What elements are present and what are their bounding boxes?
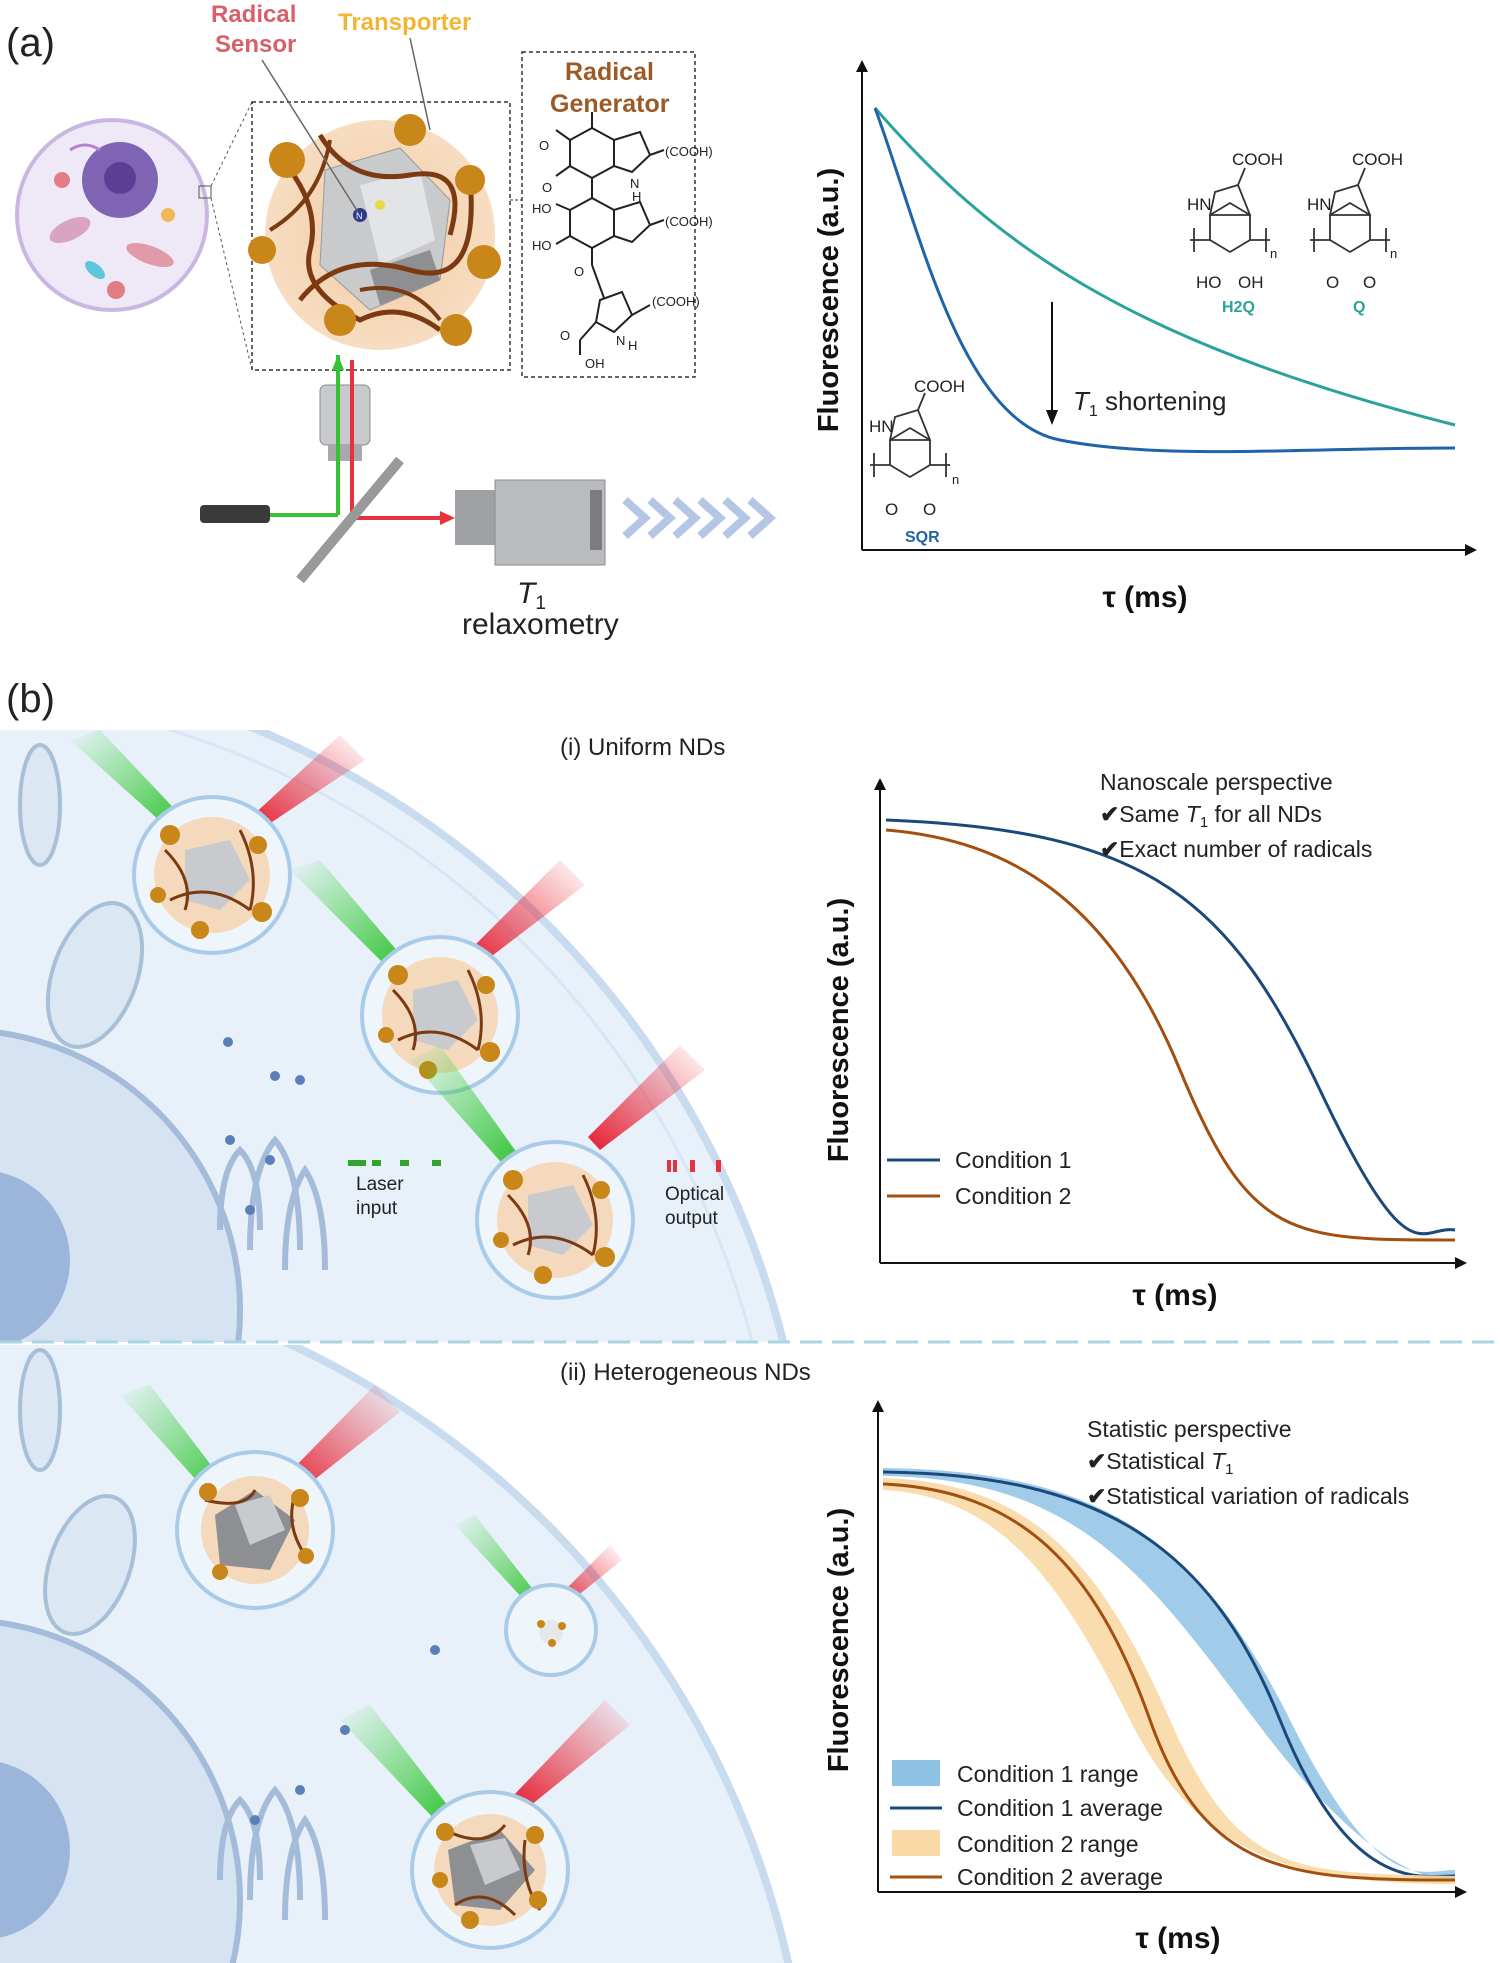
radical-sensor-label-1: Radical [211, 1, 296, 28]
h2q-structure: COOH HN HO OH n H2Q [1187, 150, 1283, 316]
optical-output-label-2: output [665, 1208, 719, 1229]
panel-a-label: (a) [6, 21, 55, 65]
nanodiamonds-uniform: Laser input Optical output [70, 730, 724, 1300]
optics-setup [200, 355, 776, 584]
sqr-curve [873, 107, 1456, 454]
chart-a-ylabel: Fluorescence (a.u.) [813, 168, 845, 432]
check-same-t1: ✔Same T1 for all NDs [1100, 801, 1322, 831]
condition-2-average [882, 1482, 1456, 1882]
h2q-ho: HO [1196, 273, 1222, 292]
h2q-hn: HN [1187, 195, 1212, 214]
radical-sensor-label-2: Sensor [215, 31, 296, 58]
mol-o-1: O [539, 138, 549, 153]
sqr-label: SQR [905, 529, 940, 546]
chart-b-i: Fluorescence (a.u.) τ (ms) Nanoscale per… [823, 769, 1467, 1312]
t1-shortening-annotation: T1 shortening [1073, 386, 1226, 420]
cell-background-ii [0, 1345, 820, 1963]
nd-vesicle [410, 1045, 705, 1300]
nanodiamond-illustration: N [248, 101, 511, 371]
nd-vesicle [455, 1515, 622, 1677]
mol-h-1: H [632, 189, 641, 204]
optical-output-pulses [667, 1160, 721, 1172]
h2q-cooh: COOH [1232, 150, 1283, 169]
q-hn: HN [1307, 195, 1332, 214]
chart-b-ii-xlabel: τ (ms) [1135, 1922, 1220, 1955]
condition-2-range [883, 1478, 1455, 1884]
legend-condition-2: Condition 2 [955, 1183, 1071, 1209]
sqr-hn: HN [869, 417, 894, 436]
chart-a: T1 shortening Fluorescence (a.u.) τ (ms)… [813, 60, 1477, 614]
laser-input-label-1: Laser [356, 1174, 404, 1195]
mol-cooh-1: (COOH) [665, 144, 713, 159]
subpanel-i-title: (i) Uniform NDs [560, 734, 725, 761]
chart-b-i-xlabel: τ (ms) [1132, 1279, 1217, 1312]
t1-label: T1 [517, 577, 546, 614]
condition-2-curve [885, 828, 1456, 1242]
legend-condition-1-average: Condition 1 average [957, 1795, 1163, 1821]
nanoscale-perspective: Nanoscale perspective [1100, 769, 1333, 795]
radical-generator-label-2: Generator [550, 90, 670, 118]
optical-output-label-1: Optical [665, 1184, 724, 1205]
condition-1-curve [885, 818, 1456, 1236]
radical-generator-label-1: Radical [565, 58, 654, 86]
h2q-label: H2Q [1222, 299, 1255, 316]
condition-1-average [882, 1470, 1456, 1879]
check-statistical-variation: ✔Statistical variation of radicals [1087, 1483, 1409, 1509]
mol-o-2: O [542, 180, 552, 195]
legend-condition-2-range: Condition 2 range [957, 1831, 1139, 1857]
q-n: n [1390, 246, 1397, 261]
q-structure: COOH HN O O n Q [1307, 150, 1403, 316]
chart-a-xlabel: τ (ms) [1102, 581, 1187, 614]
mol-cooh-3: (COOH) [652, 294, 700, 309]
mol-nh-2: N [616, 333, 625, 348]
q-cooh: COOH [1352, 150, 1403, 169]
mol-nh-1: N [630, 176, 639, 191]
legend-condition-1-range: Condition 1 range [957, 1761, 1139, 1787]
mol-o-3: O [574, 264, 584, 279]
mol-h-2: H [628, 338, 637, 353]
h2q-q-curve [873, 107, 1456, 427]
sqr-structure: COOH HN O O n SQR [869, 377, 965, 546]
chart-b-ii-ylabel: Fluorescence (a.u.) [823, 1508, 855, 1772]
q-label: Q [1353, 299, 1365, 316]
nd-vesicle [340, 1700, 630, 1950]
panel-b-label: (b) [6, 677, 55, 721]
mol-ho-1: HO [532, 201, 552, 216]
cell-illustration [15, 118, 212, 312]
sqr-cooh: COOH [914, 377, 965, 396]
nv-label: N [356, 211, 363, 221]
h2q-oh: OH [1238, 273, 1264, 292]
mol-cooh-2: (COOH) [665, 214, 713, 229]
mol-ho-2: HO [532, 238, 552, 253]
laser-input-pulses [348, 1160, 441, 1166]
chart-b-i-ylabel: Fluorescence (a.u.) [823, 898, 855, 1162]
sqr-o-2: O [923, 500, 936, 519]
condition-1-range [883, 1468, 1455, 1880]
check-exact-radicals: ✔Exact number of radicals [1100, 836, 1372, 862]
q-o-1: O [1326, 273, 1339, 292]
check-statistical-t1: ✔Statistical T1 [1087, 1448, 1234, 1478]
laser-input-label-2: input [356, 1198, 398, 1219]
legend-condition-1: Condition 1 [955, 1147, 1071, 1173]
statistic-perspective: Statistic perspective [1087, 1416, 1292, 1442]
subpanel-ii-title: (ii) Heterogeneous NDs [560, 1359, 811, 1386]
nd-vesicle [120, 1385, 400, 1610]
nanodiamonds-heterogeneous [120, 1385, 630, 1950]
transporter-label: Transporter [338, 9, 471, 36]
h2q-n: n [1270, 246, 1277, 261]
mol-o-4: O [560, 328, 570, 343]
radical-generator-box: Radical Generator [510, 51, 713, 378]
mol-oh-1: OH [585, 356, 605, 371]
panel-a: (a) N [6, 1, 1477, 641]
nd-vesicle [290, 860, 585, 1095]
panel-b: (b) [0, 677, 1500, 1963]
sqr-n: n [952, 472, 959, 487]
relaxometry-label: relaxometry [462, 608, 619, 641]
sqr-o-1: O [885, 500, 898, 519]
chart-b-ii: Fluorescence (a.u.) τ (ms) Statistic per… [823, 1400, 1467, 1955]
q-o-2: O [1363, 273, 1376, 292]
legend-condition-2-average: Condition 2 average [957, 1864, 1163, 1890]
nd-vesicle [70, 730, 365, 955]
